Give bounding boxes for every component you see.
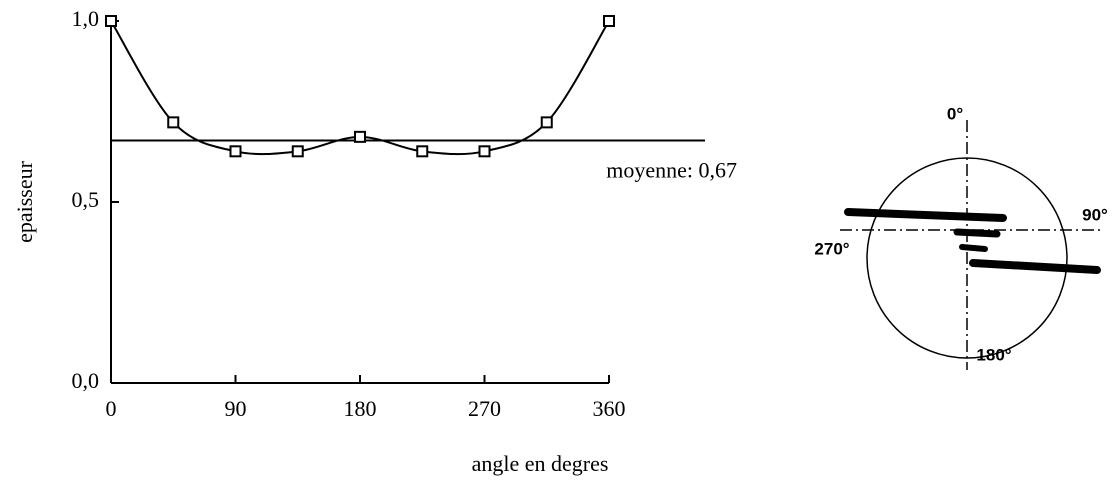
angle-label: 180° [976,345,1011,364]
y-tick-label: 1,0 [72,6,100,31]
point [354,130,366,143]
stroke [969,259,1101,274]
angle-label: 0° [947,104,963,123]
point [416,145,429,158]
x-tick-label: 360 [593,396,626,421]
x-axis-label: angle en degres [472,451,609,476]
x-tick-label: 0 [106,396,117,421]
point [540,116,553,129]
x-tick-label: 90 [225,396,247,421]
y-tick-label: 0,5 [72,187,100,212]
x-tick-label: 180 [344,396,377,421]
stroke [959,244,988,252]
y-axis-label: epaisseur [12,160,37,243]
mean-label: moyenne: 0,67 [606,158,737,183]
point [167,116,180,129]
angle-label: 90° [1082,205,1108,224]
x-tick-label: 270 [468,396,501,421]
stroke [844,208,1007,222]
point [105,15,117,27]
point [603,15,615,27]
y-tick-label: 0,0 [72,368,100,393]
angle-label: 270° [814,239,849,258]
point [291,145,304,158]
point [478,145,491,158]
point [229,145,242,158]
polar-inset: 0° 90° 180° 270° [814,104,1108,370]
stroke [953,228,1001,238]
